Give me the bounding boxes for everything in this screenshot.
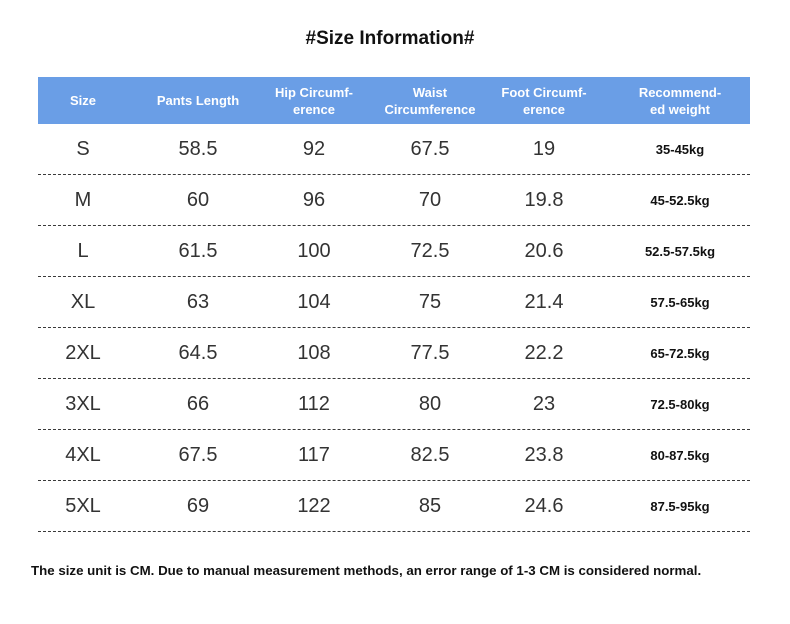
cell-waist: 70: [418, 189, 442, 211]
cell-foot: 23.8: [524, 444, 564, 466]
measurement-note: The size unit is CM. Due to manual measu…: [31, 563, 702, 578]
cell-size: 4XL: [65, 444, 101, 466]
header-waist-circumference: Waist Circumference: [384, 84, 476, 117]
table-header-row: Size Pants Length Hip Circumf- erence Wa…: [38, 77, 750, 124]
cell-waist: 85: [418, 495, 442, 517]
cell-pants-length: 63: [186, 291, 210, 313]
table-row: S 58.5 92 67.5 19 35-45kg: [38, 124, 750, 175]
cell-waist: 75: [418, 291, 442, 313]
cell-size: 3XL: [65, 393, 101, 415]
table-row: L 61.5 100 72.5 20.6 52.5-57.5kg: [38, 226, 750, 277]
cell-foot: 19.8: [524, 189, 564, 211]
cell-waist: 67.5: [410, 138, 450, 160]
cell-waist: 82.5: [410, 444, 450, 466]
page-title: #Size Information#: [305, 28, 475, 49]
cell-pants-length: 64.5: [178, 342, 218, 364]
size-table: Size Pants Length Hip Circumf- erence Wa…: [38, 77, 750, 532]
cell-size: M: [74, 189, 92, 211]
header-pants-length: Pants Length: [156, 93, 240, 108]
table-row: 3XL 66 112 80 23 72.5-80kg: [38, 379, 750, 430]
cell-hip: 104: [297, 291, 331, 313]
cell-pants-length: 61.5: [178, 240, 218, 262]
cell-foot: 22.2: [524, 342, 564, 364]
cell-foot: 24.6: [524, 495, 564, 517]
header-hip-circumference: Hip Circumf- erence: [275, 84, 353, 117]
cell-weight: 52.5-57.5kg: [644, 244, 716, 259]
cell-weight: 80-87.5kg: [650, 448, 710, 463]
cell-foot: 21.4: [524, 291, 564, 313]
header-recommended-weight: Recommend- ed weight: [638, 84, 722, 117]
cell-hip: 100: [297, 240, 331, 262]
cell-size: 2XL: [65, 342, 101, 364]
cell-waist: 72.5: [410, 240, 450, 262]
cell-pants-length: 67.5: [178, 444, 218, 466]
table-row: M 60 96 70 19.8 45-52.5kg: [38, 175, 750, 226]
table-row: 4XL 67.5 117 82.5 23.8 80-87.5kg: [38, 430, 750, 481]
cell-weight: 72.5-80kg: [650, 397, 710, 412]
cell-size: L: [77, 240, 89, 262]
cell-hip: 92: [302, 138, 326, 160]
cell-pants-length: 66: [186, 393, 210, 415]
cell-foot: 20.6: [524, 240, 564, 262]
cell-size: S: [76, 138, 90, 160]
cell-weight: 45-52.5kg: [650, 193, 710, 208]
cell-foot: 19: [532, 138, 556, 160]
cell-waist: 80: [418, 393, 442, 415]
cell-size: XL: [70, 291, 96, 313]
cell-hip: 122: [297, 495, 331, 517]
cell-hip: 112: [298, 393, 330, 415]
cell-hip: 117: [298, 444, 330, 466]
cell-hip: 96: [302, 189, 326, 211]
header-foot-circumference: Foot Circumf- erence: [501, 84, 587, 117]
cell-weight: 35-45kg: [655, 142, 705, 157]
cell-waist: 77.5: [410, 342, 450, 364]
cell-weight: 87.5-95kg: [650, 499, 710, 514]
cell-hip: 108: [297, 342, 331, 364]
table-row: 5XL 69 122 85 24.6 87.5-95kg: [38, 481, 750, 532]
cell-pants-length: 60: [186, 189, 210, 211]
cell-weight: 65-72.5kg: [650, 346, 710, 361]
cell-pants-length: 58.5: [178, 138, 218, 160]
header-size: Size: [69, 93, 96, 108]
cell-pants-length: 69: [186, 495, 210, 517]
table-row: XL 63 104 75 21.4 57.5-65kg: [38, 277, 750, 328]
cell-weight: 57.5-65kg: [650, 295, 710, 310]
cell-foot: 23: [532, 393, 556, 415]
cell-size: 5XL: [65, 495, 101, 517]
table-row: 2XL 64.5 108 77.5 22.2 65-72.5kg: [38, 328, 750, 379]
